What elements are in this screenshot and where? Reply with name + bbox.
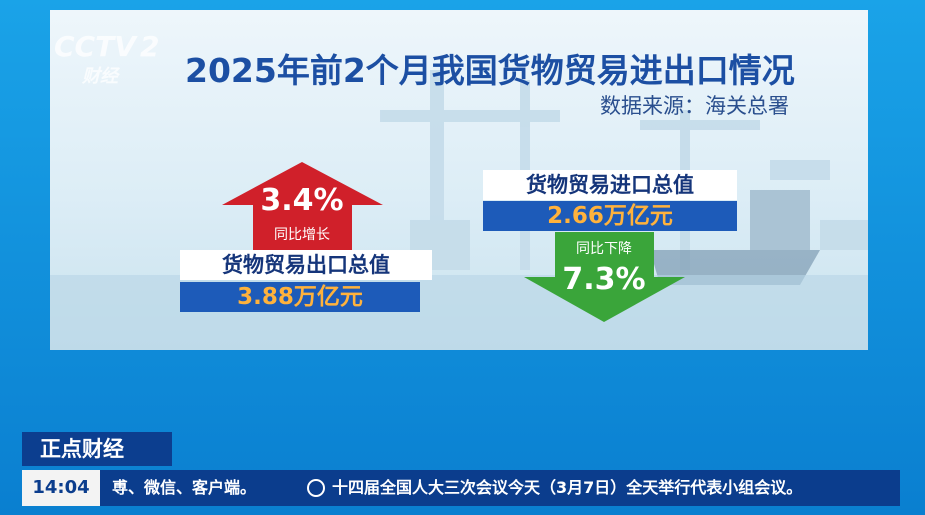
source: 数据来源：海关总署 [600, 94, 789, 118]
ticker-text: 十四届全国人大三次会议今天（3月7日）全天举行代表小组会议。 [332, 478, 803, 497]
import-label: 货物贸易进口总值 [483, 170, 737, 200]
program-name: 正点财经 [22, 432, 172, 466]
harbor-illustration [50, 70, 868, 350]
export-value: 3.88万亿元 [180, 282, 420, 312]
export-change: 3.4% [260, 183, 344, 218]
export-change-label: 同比增长 [274, 227, 330, 243]
ticker-text: 尃、微信、客户端。 [112, 478, 257, 497]
clock: 14:04 [22, 470, 100, 506]
export-label: 货物贸易出口总值 [180, 250, 432, 280]
channel-logo: CCTV [54, 30, 136, 63]
channel-number: 2 [140, 30, 160, 63]
ticker-bar [22, 470, 900, 506]
import-change-label: 同比下降 [576, 241, 632, 257]
channel-name: 财经 [82, 66, 118, 87]
import-value: 2.66万亿元 [483, 201, 737, 231]
down-arrow [524, 232, 685, 322]
up-arrow [222, 162, 383, 250]
ticker-icon [307, 479, 325, 497]
title: 2025年前2个月我国货物贸易进出口情况 [185, 51, 795, 90]
import-change: 7.3% [562, 262, 646, 297]
